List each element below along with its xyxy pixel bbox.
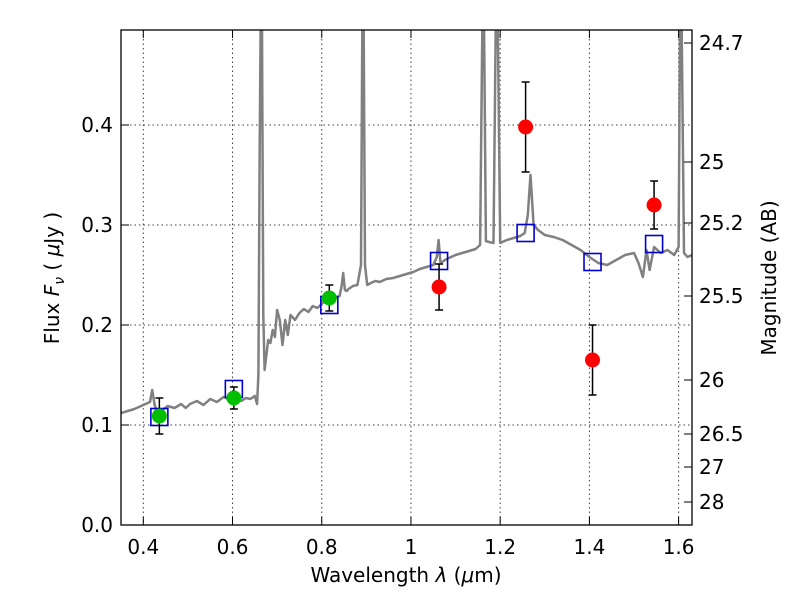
mag-tick-label: 27 xyxy=(699,455,724,479)
x-tick-label: 1 xyxy=(405,535,418,559)
mag-tick-label: 24.7 xyxy=(699,31,744,55)
model-box-point xyxy=(644,234,664,254)
y2-axis-label: Magnitude (AB) xyxy=(757,200,781,355)
x-tick-label: 1.4 xyxy=(573,535,605,559)
observed-green-point xyxy=(321,290,337,306)
mag-tick-label: 25.2 xyxy=(699,211,744,235)
observed-red-point xyxy=(646,197,662,213)
observed-red-point xyxy=(585,352,601,368)
mag-tick-label: 25.5 xyxy=(699,284,744,308)
x-tick-label: 1.6 xyxy=(663,535,695,559)
observed-red-point xyxy=(518,119,534,135)
x-axis-label: Wavelength λ (μm) xyxy=(310,563,501,587)
x-tick-label: 0.6 xyxy=(217,535,249,559)
x-tick-label: 1.2 xyxy=(484,535,516,559)
y-tick-label: 0.2 xyxy=(81,313,113,337)
axes-ticks: 0.4 0.6 0.8 1 1.2 1.4 1.6 0.0 0.1 0.2 0.3 0.4 24.7 25… xyxy=(81,30,744,559)
data-marks xyxy=(150,81,664,435)
y-tick-label: 0.1 xyxy=(81,413,113,437)
x-tick-label: 0.4 xyxy=(127,535,159,559)
y-axis-label: Flux Fν ( μJy ) xyxy=(40,212,68,344)
mag-tick-label: 28 xyxy=(699,490,724,514)
mag-tick-label: 25 xyxy=(699,150,724,174)
y-tick-label: 0.4 xyxy=(81,113,113,137)
plot-frame xyxy=(120,29,693,526)
observed-green-point xyxy=(151,408,167,424)
observed-green-point xyxy=(226,390,242,406)
mag-tick-label: 26 xyxy=(699,368,724,392)
mag-tick-label: 26.5 xyxy=(699,422,744,446)
observed-red-point xyxy=(431,279,447,295)
y-tick-label: 0.3 xyxy=(81,213,113,237)
model-box-point xyxy=(583,252,602,272)
model-box-point xyxy=(516,223,535,243)
y-tick-label: 0.0 xyxy=(81,513,113,537)
x-tick-label: 0.8 xyxy=(306,535,338,559)
